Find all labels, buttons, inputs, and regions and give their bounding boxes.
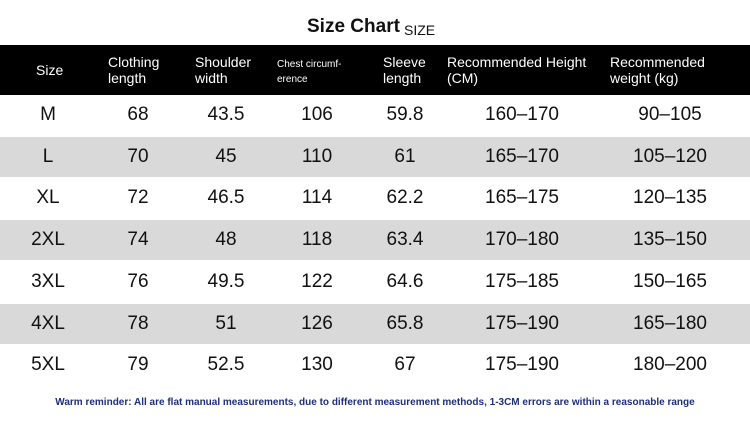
table-cell: 72 [127, 187, 149, 209]
table-cell: 106 [301, 104, 333, 125]
table-cell: 79 [127, 354, 149, 376]
table-cell: 49.5 [207, 270, 245, 292]
table-cell: 175–190 [485, 312, 559, 334]
table-cell: 130 [301, 354, 333, 376]
table-cell: 51 [215, 312, 237, 334]
table-cell: 68 [127, 104, 149, 125]
table-cell: 74 [127, 229, 149, 251]
size-label: 2XL [31, 229, 65, 251]
size-label: 3XL [31, 270, 65, 292]
table-cell: 61 [394, 145, 416, 167]
table-cell: 120–135 [633, 187, 707, 209]
table-header: Size Clothing length Shoulder width Chest c… [0, 45, 750, 95]
table-row: M 68 43.5 106 59.8 160–170 90–105 [0, 95, 750, 135]
table-cell: 67 [394, 354, 416, 376]
table-row: 4XL 78 51 126 65.8 175–190 165–180 [0, 303, 750, 344]
size-label: 4XL [31, 312, 65, 334]
size-label: M [40, 104, 56, 125]
table-row: 5XL 79 52.5 130 67 175–190 180–200 [0, 345, 750, 385]
table-cell: 114 [301, 187, 333, 209]
table-cell: 126 [301, 312, 333, 334]
column-header: Size [36, 62, 64, 78]
table-cell: 160–170 [485, 104, 559, 125]
table-cell: 63.4 [386, 229, 424, 251]
column-header: Recommended Height (CM) [447, 54, 587, 86]
column-header: Clothing length [108, 54, 160, 86]
table-row: 3XL 76 49.5 122 64.6 175–185 150–165 [0, 262, 750, 302]
table-cell: 165–180 [633, 312, 707, 334]
table-cell: 76 [127, 270, 149, 292]
table-cell: 135–150 [633, 229, 707, 251]
table-cell: 62.2 [386, 187, 424, 209]
table-cell: 65.8 [386, 312, 424, 334]
table-cell: 59.8 [386, 104, 424, 125]
column-header: Sleeve length [383, 54, 426, 86]
table-cell: 45 [215, 145, 237, 167]
table-cell: 46.5 [207, 187, 245, 209]
table-cell: 118 [301, 229, 333, 251]
table-cell: 90–105 [638, 104, 702, 125]
table-cell: 64.6 [386, 270, 424, 292]
table-cell: 165–170 [485, 145, 559, 167]
table-cell: 43.5 [207, 104, 245, 125]
table-cell: 150–165 [633, 270, 707, 292]
table-row: 2XL 74 48 118 63.4 170–180 135–150 [0, 220, 750, 261]
column-header: Chest circumf- erence [277, 59, 342, 85]
table-cell: 48 [215, 229, 237, 251]
table-cell: 175–190 [485, 354, 559, 376]
size-label: L [42, 145, 54, 167]
table-cell: 175–185 [485, 270, 559, 292]
table-cell: 78 [127, 312, 149, 334]
column-header: Shoulder width [195, 54, 252, 86]
table-row: L 70 45 110 61 165–170 105–120 [0, 136, 750, 177]
table-cell: 165–175 [485, 187, 559, 209]
column-header: Recommended weight (kg) [610, 54, 705, 86]
table-cell: 122 [301, 270, 333, 292]
table-cell: 52.5 [207, 354, 245, 376]
table-cell: 70 [127, 145, 149, 167]
subtitle: SIZE [404, 22, 436, 38]
footer-note: Warm reminder: All are flat manual measu… [55, 397, 695, 408]
table-row: XL 72 46.5 114 62.2 165–175 120–135 [0, 178, 750, 218]
table-cell: 105–120 [633, 145, 707, 167]
size-label: 5XL [31, 354, 65, 376]
table-cell: 110 [301, 145, 333, 167]
title: Size Chart [307, 16, 400, 37]
size-label: XL [36, 187, 60, 209]
table-cell: 170–180 [485, 229, 559, 251]
table-cell: 180–200 [633, 354, 707, 376]
